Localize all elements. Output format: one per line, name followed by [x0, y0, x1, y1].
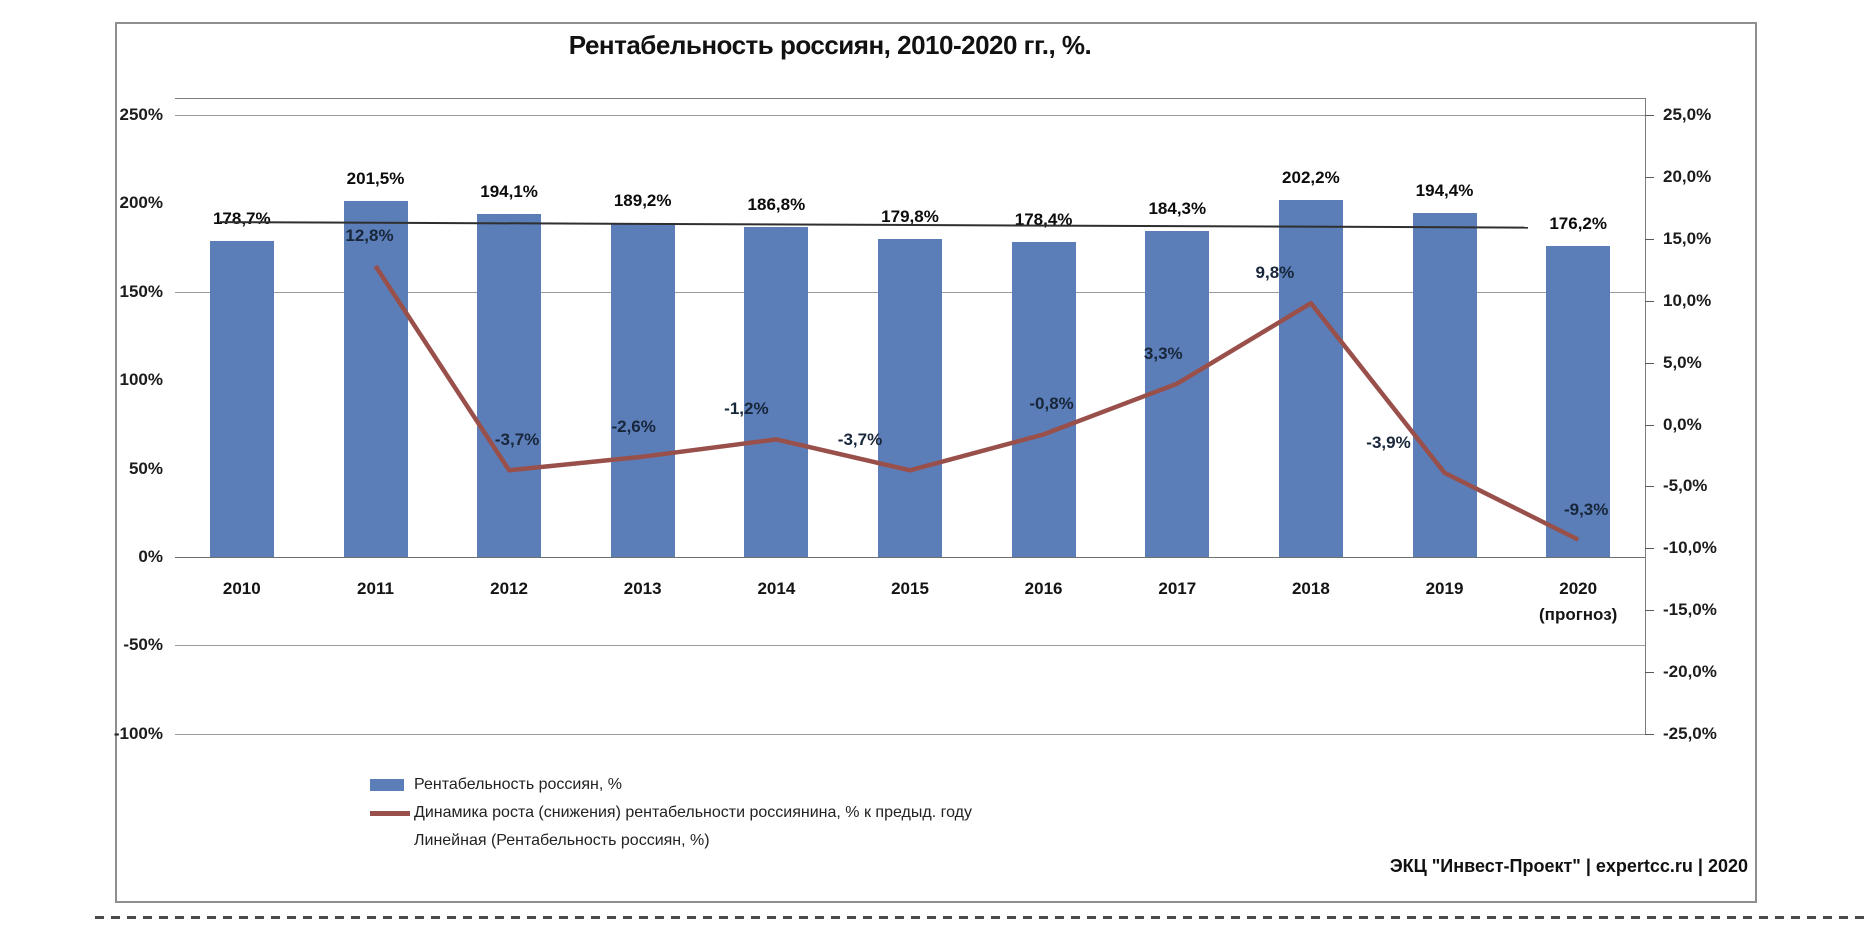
secondary-axis-tickmark: [1645, 238, 1654, 240]
secondary-axis-tickmark: [1645, 672, 1654, 674]
gridline: [175, 645, 1645, 647]
bar-value-label: 189,2%: [613, 190, 672, 210]
primary-axis-tick-label: 0%: [138, 547, 163, 566]
secondary-axis-tickmark: [1645, 300, 1654, 302]
bar-value-label: 194,1%: [480, 181, 538, 201]
plot-border-right: [1645, 98, 1646, 734]
secondary-axis-tick-label: 0,0%: [1663, 414, 1702, 434]
growth-value-label: -3,9%: [1366, 432, 1411, 452]
legend-swatch-line: [370, 810, 414, 816]
secondary-axis-tick-label: -5,0%: [1663, 476, 1708, 496]
legend-item: Линейная (Рентабельность россиян, %): [370, 827, 972, 855]
secondary-axis-tickmark: [1645, 610, 1654, 612]
bar-2011: [343, 200, 408, 557]
category-label: 2016: [1024, 579, 1063, 598]
legend-swatch-bar: [370, 779, 414, 791]
category-label: 2012: [490, 579, 528, 598]
line-swatch-icon: [370, 810, 410, 816]
bar-2015: [878, 239, 942, 557]
secondary-axis-tickmark: [1645, 734, 1654, 735]
empty-swatch: [370, 839, 410, 844]
bar-value-label: 178,7%: [212, 209, 271, 229]
growth-value-label: 12,8%: [345, 226, 394, 245]
primary-axis-tick-label: 250%: [119, 105, 163, 124]
bar-2012: [477, 213, 542, 557]
x-axis-line: [175, 557, 1645, 558]
primary-axis-tick-label: 50%: [128, 458, 163, 478]
bar-2018: [1278, 199, 1343, 557]
growth-value-label: -1,2%: [724, 399, 769, 419]
secondary-axis-tick-label: 20,0%: [1663, 166, 1712, 186]
primary-axis-tick-label: -100%: [113, 723, 163, 743]
bar-2017: [1145, 231, 1210, 557]
bar-value-label: 186,8%: [747, 194, 806, 214]
bar-2010: [209, 241, 274, 557]
secondary-axis-tick-label: 25,0%: [1663, 105, 1712, 124]
chart-title: Рентабельность россиян, 2010-2020 гг., %…: [568, 30, 1092, 60]
growth-value-label: -9,3%: [1563, 499, 1609, 519]
primary-axis-tick-label: -50%: [123, 635, 163, 655]
source-credit: ЭКЦ "Инвест-Проект" | expertcc.ru | 2020: [1389, 856, 1748, 876]
primary-axis-tick-label: 200%: [119, 193, 163, 213]
bar-value-label: 194,4%: [1415, 181, 1474, 201]
bar-value-label: 178,4%: [1014, 209, 1073, 229]
primary-axis-tick-label: 100%: [119, 370, 163, 390]
growth-value-label: -3,7%: [494, 430, 540, 450]
growth-value-label: 3,3%: [1143, 343, 1183, 363]
growth-value-label: -0,8%: [1029, 394, 1074, 414]
primary-axis-tick-label: 150%: [119, 281, 163, 301]
secondary-axis-tickmark: [1645, 548, 1654, 550]
legend-item: Динамика роста (снижения) рентабельности…: [370, 799, 972, 827]
category-label: 2014: [757, 579, 796, 598]
bar-swatch-icon: [370, 779, 404, 791]
legend-label: Рентабельность россиян, %: [414, 776, 622, 793]
plot-border-top: [175, 98, 1645, 99]
secondary-axis-tickmark: [1645, 115, 1654, 116]
category-label: 2015: [891, 579, 929, 598]
legend: Рентабельность россиян, % Динамика роста …: [370, 771, 972, 855]
bar-value-label: 201,5%: [346, 168, 405, 188]
secondary-axis-tickmark: [1645, 486, 1654, 488]
bar-2014: [744, 226, 809, 557]
secondary-axis-tick-label: 15,0%: [1663, 228, 1712, 248]
bar-value-label: 176,2%: [1549, 213, 1608, 233]
category-label: 2010: [222, 579, 261, 598]
secondary-axis-tickmark: [1645, 424, 1654, 426]
bar-value-label: 179,8%: [881, 207, 939, 227]
legend-swatch-none: [370, 839, 414, 844]
category-label: 2011: [357, 579, 394, 598]
bar-2019: [1412, 213, 1477, 557]
secondary-axis-tick-label: 5,0%: [1663, 352, 1702, 372]
gridline: [175, 115, 1645, 116]
growth-value-label: 9,8%: [1255, 263, 1295, 283]
bar-value-label: 184,3%: [1148, 199, 1207, 219]
secondary-axis-tick-label: -20,0%: [1663, 662, 1717, 682]
secondary-axis-tick-label: -15,0%: [1663, 600, 1717, 620]
category-label: 2019: [1425, 579, 1464, 598]
secondary-axis-tick-label: 10,0%: [1663, 290, 1712, 310]
category-label: 2013: [623, 579, 662, 598]
legend-label: Линейная (Рентабельность россиян, %): [414, 832, 710, 849]
growth-value-label: -3,7%: [837, 430, 883, 450]
secondary-axis-tick-label: -10,0%: [1663, 538, 1717, 558]
legend-label: Динамика роста (снижения) рентабельности…: [414, 804, 972, 821]
bar-2013: [610, 222, 675, 557]
category-label: 2020 (прогноз): [1539, 579, 1618, 624]
secondary-axis-tickmark: [1645, 362, 1654, 364]
gridline: [175, 733, 1645, 735]
bar-value-label: 202,2%: [1282, 167, 1340, 187]
category-label: 2017: [1158, 579, 1197, 598]
category-label: 2018: [1291, 579, 1330, 598]
secondary-axis-tick-label: -25,0%: [1663, 724, 1717, 743]
bottom-dashed-separator: [95, 916, 1867, 919]
legend-item: Рентабельность россиян, %: [370, 771, 972, 799]
growth-value-label: -2,6%: [611, 416, 656, 436]
secondary-axis-tickmark: [1645, 176, 1654, 178]
